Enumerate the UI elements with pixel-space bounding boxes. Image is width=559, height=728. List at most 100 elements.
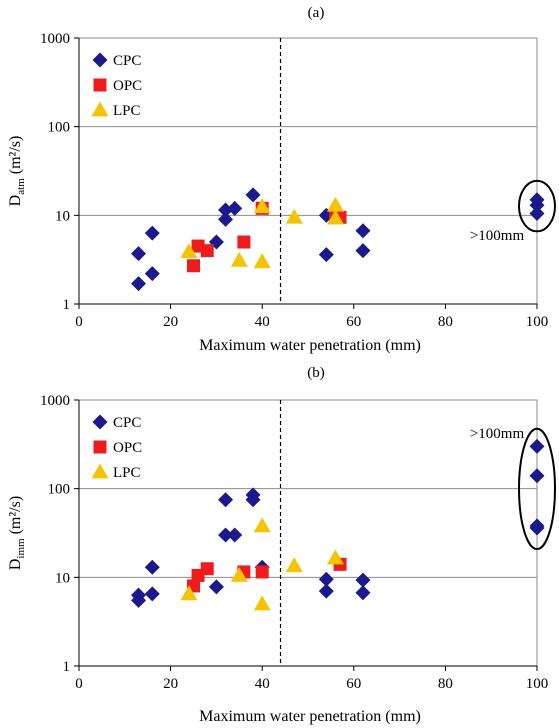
chart-panel-a: (a) 1 10 100 1000 0 20 40 60 80 100 Maximum water p… — [7, 5, 556, 354]
data-point-lpc — [253, 517, 271, 533]
data-point-lpc — [253, 198, 271, 214]
y-tick-label: 10 — [55, 570, 70, 586]
legend: CPC OPC LPC — [88, 48, 160, 124]
y-axis-label-subscript: imm — [15, 538, 27, 559]
y-axis-label-main: D — [7, 195, 24, 207]
data-point-cpc — [131, 276, 147, 292]
panel-label: (b) — [307, 365, 325, 381]
x-tick-label: 20 — [163, 676, 178, 692]
x-tick-label: 100 — [526, 676, 549, 692]
x-axis-label: Maximum water penetration (mm) — [199, 337, 421, 354]
data-point-cpc — [208, 579, 224, 595]
data-point-lpc — [326, 549, 344, 565]
x-tick-label: 20 — [163, 314, 178, 330]
data-point-cpc — [218, 202, 234, 218]
legend-marker-lpc — [91, 101, 109, 117]
panel-label: (a) — [308, 5, 325, 21]
highlight-ellipse — [518, 179, 556, 233]
x-tick-label: 80 — [438, 676, 453, 692]
legend-label-cpc: CPC — [113, 415, 141, 431]
x-tick-label: 0 — [75, 676, 83, 692]
y-axis-label-subscript: atm — [15, 178, 27, 195]
data-point-cpc — [355, 585, 371, 601]
y-axis-label: Dimm (m²/s) — [7, 496, 27, 570]
y-tick-label: 1000 — [40, 31, 70, 47]
data-point-cpc — [529, 520, 545, 536]
data-point-cpc — [318, 247, 334, 263]
legend-marker-opc — [93, 440, 107, 454]
y-axis-label-unit: (m²/s) — [7, 496, 24, 539]
data-point-cpc — [227, 527, 243, 543]
data-point-cpc — [355, 572, 371, 588]
data-point-cpc — [245, 187, 261, 203]
x-axis-label: Maximum water penetration (mm) — [199, 708, 421, 725]
data-point-opc — [237, 235, 251, 249]
x-tick-label: 0 — [75, 314, 83, 330]
data-point-opc — [255, 565, 269, 579]
data-point-lpc — [180, 243, 198, 258]
data-point-lpc — [253, 595, 271, 611]
legend-marker-cpc — [92, 52, 108, 68]
highlight-ellipse — [518, 427, 556, 551]
data-point-cpc — [218, 211, 234, 227]
series-cpc — [131, 438, 545, 608]
y-tick-label: 100 — [48, 482, 71, 498]
y-tick-label: 100 — [48, 120, 71, 136]
data-point-opc — [200, 244, 214, 258]
legend-marker-cpc — [92, 414, 108, 430]
x-tick-label: 60 — [346, 314, 361, 330]
data-point-cpc — [529, 197, 545, 213]
data-point-cpc — [318, 583, 334, 599]
legend-label-opc: OPC — [113, 78, 142, 94]
data-point-cpc — [144, 266, 160, 282]
data-point-cpc — [355, 243, 371, 259]
data-point-lpc — [326, 209, 344, 225]
data-point-cpc — [318, 571, 334, 587]
legend: CPC OPC LPC — [88, 410, 160, 486]
data-point-lpc — [285, 208, 303, 224]
y-tick-label: 1 — [63, 297, 71, 313]
data-point-cpc — [529, 438, 545, 454]
y-axis-label: Datm (m²/s) — [7, 136, 27, 207]
data-point-cpc — [144, 225, 160, 241]
y-axis-label-main: D — [7, 559, 24, 571]
data-point-lpc — [326, 196, 344, 212]
legend-label-opc: OPC — [113, 440, 142, 456]
annotation-text: >100mm — [470, 228, 525, 244]
data-point-cpc — [529, 205, 545, 221]
data-point-cpc — [144, 586, 160, 602]
legend-label-cpc: CPC — [113, 53, 141, 69]
data-point-cpc — [355, 223, 371, 239]
data-point-cpc — [218, 492, 234, 508]
data-point-cpc — [144, 559, 160, 575]
series-cpc — [131, 187, 545, 292]
data-point-opc — [200, 562, 214, 576]
data-point-opc — [187, 259, 200, 273]
x-tick-label: 100 — [526, 314, 549, 330]
data-point-cpc — [245, 487, 261, 503]
data-point-cpc — [131, 246, 147, 262]
x-tick-label: 80 — [438, 314, 453, 330]
data-point-lpc — [180, 585, 198, 601]
x-tick-label: 40 — [255, 676, 270, 692]
series-lpc — [180, 517, 344, 611]
y-tick-label: 1 — [63, 659, 71, 675]
data-point-cpc — [131, 592, 147, 608]
legend-label-lpc: LPC — [113, 465, 141, 481]
y-tick-label: 1000 — [40, 393, 70, 409]
series-lpc — [180, 196, 344, 269]
data-point-cpc — [529, 468, 545, 484]
data-point-lpc — [230, 566, 248, 582]
data-point-lpc — [285, 557, 303, 573]
x-tick-label: 60 — [346, 676, 361, 692]
legend-marker-lpc — [91, 463, 109, 479]
annotation-text: >100mm — [470, 426, 525, 442]
data-point-lpc — [253, 253, 271, 269]
data-point-cpc — [227, 200, 243, 216]
x-tick-label: 40 — [255, 314, 270, 330]
chart-panel-b: (b) 1 10 100 1000 0 20 40 60 80 100 Maximum water p… — [7, 365, 556, 725]
y-axis-label-unit: (m²/s) — [7, 136, 24, 179]
legend-marker-opc — [93, 78, 107, 92]
data-point-lpc — [230, 251, 248, 267]
data-point-cpc — [218, 527, 234, 543]
